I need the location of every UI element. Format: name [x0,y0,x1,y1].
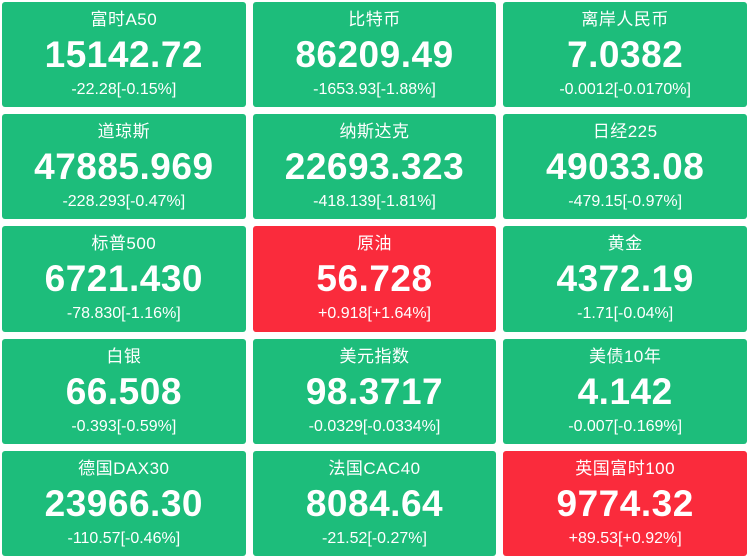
instrument-price: 49033.08 [546,146,705,188]
market-tile[interactable]: 黄金 4372.19 -1.71[-0.04%] [503,226,747,332]
instrument-price: 98.3717 [305,370,444,412]
market-tile[interactable]: 美元指数 98.3717 -0.0329[-0.0334%] [252,338,497,444]
instrument-change: -78.830[-1.16%] [66,305,181,323]
instrument-price: 23966.30 [44,482,203,524]
instrument-name: 纳斯达克 [339,122,410,142]
instrument-name: 离岸人民币 [581,10,669,30]
instrument-price: 4.142 [577,370,673,412]
instrument-name: 法国CAC40 [328,458,421,478]
instrument-name: 英国富时100 [575,458,676,478]
instrument-name: 道琼斯 [97,122,151,142]
instrument-price: 66.508 [65,370,182,412]
market-tile[interactable]: 白银 66.508 -0.393[-0.59%] [2,338,246,444]
instrument-name: 标普500 [91,234,157,254]
instrument-change: -110.57[-0.46%] [67,529,181,547]
instrument-name: 比特币 [348,10,401,30]
market-tile[interactable]: 道琼斯 47885.969 -228.293[-0.47%] [2,114,246,220]
market-tile[interactable]: 离岸人民币 7.0382 -0.0012[-0.0170%] [503,2,747,108]
instrument-change: -0.0329[-0.0334%] [308,417,441,435]
market-tile[interactable]: 比特币 86209.49 -1653.93[-1.88%] [252,2,497,108]
instrument-price: 56.728 [316,258,433,300]
instrument-change: -0.393[-0.59%] [71,417,177,435]
instrument-name: 白银 [106,346,142,366]
instrument-price: 47885.969 [34,146,214,188]
market-tile[interactable]: 富时A50 15142.72 -22.28[-0.15%] [2,2,246,108]
instrument-price: 86209.49 [295,34,454,76]
instrument-name: 黄金 [607,234,643,254]
instrument-price: 9774.32 [556,482,694,524]
instrument-change: -0.0012[-0.0170%] [559,81,691,99]
market-tile[interactable]: 德国DAX30 23966.30 -110.57[-0.46%] [2,450,246,556]
instrument-price: 15142.72 [44,34,203,76]
instrument-price: 6721.430 [44,258,203,300]
market-tile[interactable]: 法国CAC40 8084.64 -21.52[-0.27%] [252,450,497,556]
instrument-price: 7.0382 [567,34,684,76]
instrument-change: -1.71[-0.04%] [577,305,674,323]
instrument-name: 美债10年 [588,346,662,366]
instrument-name: 美元指数 [339,346,410,366]
instrument-change: -22.28[-0.15%] [71,81,177,99]
instrument-name: 日经225 [592,122,658,142]
instrument-change: -479.15[-0.97%] [568,193,683,211]
market-tile[interactable]: 日经225 49033.08 -479.15[-0.97%] [503,114,747,220]
instrument-name: 德国DAX30 [78,458,170,478]
market-tile[interactable]: 标普500 6721.430 -78.830[-1.16%] [2,226,246,332]
instrument-change: -1653.93[-1.88%] [313,81,436,99]
market-tile[interactable]: 纳斯达克 22693.323 -418.139[-1.81%] [252,114,497,220]
instrument-name: 原油 [356,234,392,254]
instrument-price: 22693.323 [284,146,465,188]
market-tile[interactable]: 原油 56.728 +0.918[+1.64%] [252,226,497,332]
market-tile[interactable]: 美债10年 4.142 -0.007[-0.169%] [503,338,747,444]
instrument-price: 4372.19 [556,258,694,300]
instrument-change: +0.918[+1.64%] [318,305,431,323]
instrument-name: 富时A50 [90,10,158,30]
instrument-change: -21.52[-0.27%] [322,529,427,547]
instrument-change: -0.007[-0.169%] [568,417,683,435]
instrument-change: +89.53[+0.92%] [568,529,682,547]
instrument-change: -418.139[-1.81%] [313,193,436,211]
instrument-change: -228.293[-0.47%] [62,193,186,211]
market-tile[interactable]: 英国富时100 9774.32 +89.53[+0.92%] [503,450,747,556]
instrument-price: 8084.64 [305,482,444,524]
